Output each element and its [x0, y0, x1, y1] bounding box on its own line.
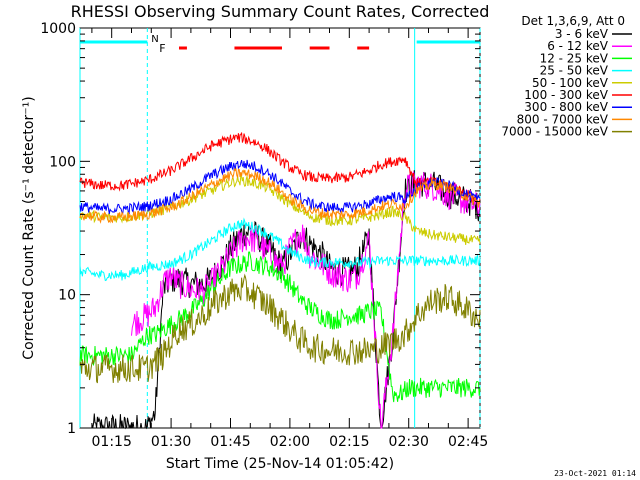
series-line — [79, 159, 481, 215]
series-line — [79, 167, 481, 224]
legend-entry-label: 800 - 7000 keV — [517, 112, 609, 126]
x-tick-label: 01:15 — [92, 434, 132, 450]
series-line — [79, 273, 481, 384]
night-flag-label: N — [151, 34, 158, 45]
x-tick-label: 02:15 — [329, 434, 369, 450]
x-axis-label: Start Time (25-Nov-14 01:05:42) — [166, 456, 394, 472]
series-layer — [79, 132, 481, 430]
legend-entry-label: 7000 - 15000 keV — [501, 125, 608, 139]
x-tick-label: 01:30 — [151, 434, 191, 450]
legend-entry-label: 12 - 25 keV — [540, 51, 609, 65]
legend-entry-label: 100 - 300 keV — [524, 88, 608, 102]
y-axis-label: Corrected Count Rate (s⁻¹ detector⁻¹) — [21, 96, 37, 359]
legend-entry-label: 3 - 6 keV — [555, 27, 609, 41]
y-axis: 1 10 100 1000 — [40, 21, 480, 437]
series-line — [79, 217, 481, 282]
series-line — [79, 132, 481, 206]
x-axis: 01:15 01:30 01:45 02:00 02:15 02:30 02:45 — [91, 28, 488, 450]
legend-entry-label: 50 - 100 keV — [532, 76, 609, 90]
x-tick-label: 02:00 — [270, 434, 310, 450]
y-tick-label: 1000 — [40, 21, 76, 37]
legend-header: Det 1,3,6,9, Att 0 — [521, 14, 625, 28]
x-tick-label: 02:30 — [389, 434, 429, 450]
chart-title: RHESSI Observing Summary Count Rates, Co… — [71, 2, 490, 21]
x-tick-label: 01:45 — [210, 434, 250, 450]
series-line — [131, 171, 481, 429]
footer-date: 23-Oct-2021 01:14 — [554, 469, 636, 478]
flare-flag-label: F — [159, 42, 165, 55]
y-tick-label: 1 — [67, 421, 76, 437]
y-tick-label: 100 — [49, 154, 76, 170]
x-tick-label: 02:45 — [448, 434, 488, 450]
flags-layer: NF — [80, 34, 480, 55]
series-line — [79, 251, 481, 403]
legend-entry-label: 300 - 800 keV — [524, 100, 608, 114]
legend-entry-label: 6 - 12 keV — [547, 39, 609, 53]
y-tick-label: 10 — [58, 288, 76, 304]
legend-entry-label: 25 - 50 keV — [540, 64, 609, 78]
